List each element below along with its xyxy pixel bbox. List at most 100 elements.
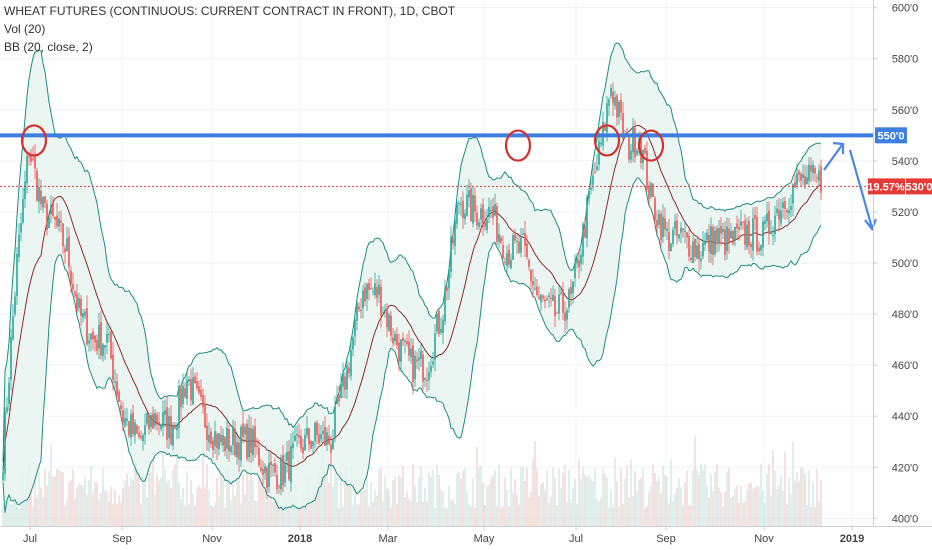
candle-body — [68, 236, 70, 267]
volume-bar — [764, 503, 766, 526]
candle-body — [84, 311, 86, 316]
candle-body — [572, 281, 574, 294]
candle-body — [474, 195, 476, 212]
volume-bar — [734, 489, 736, 526]
volume-bar — [38, 471, 40, 526]
candle-body — [288, 451, 290, 480]
candle-body — [230, 446, 232, 453]
candle-body — [272, 464, 274, 466]
candle-body — [78, 298, 80, 308]
volume-bar — [386, 488, 388, 526]
candle-body — [276, 475, 278, 490]
volume-bar — [304, 496, 306, 526]
chart-title[interactable]: WHEAT FUTURES (CONTINUOUS: CURRENT CONTR… — [4, 4, 456, 18]
price-tick-label: 560'0 — [892, 105, 919, 117]
candle-body — [92, 331, 94, 340]
volume-bar — [640, 477, 642, 526]
candle-body — [442, 319, 444, 333]
candle-body — [240, 426, 242, 461]
candle-body — [636, 150, 638, 155]
candle-body — [54, 216, 56, 220]
candle-body — [212, 440, 214, 450]
candle-body — [532, 280, 534, 286]
volume-bar — [112, 503, 114, 526]
volume-bar — [56, 469, 58, 526]
volume-bar — [726, 472, 728, 526]
candle-body — [526, 243, 528, 258]
volume-bar — [410, 501, 412, 526]
volume-bar — [72, 469, 74, 526]
candle-body — [604, 124, 606, 131]
candle-body — [164, 410, 166, 415]
volume-bar — [420, 465, 422, 526]
volume-bar — [102, 468, 104, 526]
volume-bar — [786, 504, 788, 526]
volume-bar — [744, 501, 746, 526]
volume-bar — [208, 489, 210, 526]
candle-body — [652, 183, 654, 197]
volume-bar — [512, 492, 514, 526]
price-tick-label: 520'0 — [892, 207, 919, 219]
volume-bar — [636, 491, 638, 526]
time-tick-label: Sep — [656, 533, 676, 545]
price-tick-label: 400'0 — [892, 513, 919, 525]
volume-bar — [754, 487, 756, 526]
volume-bar — [808, 470, 810, 526]
volume-bar — [176, 444, 178, 526]
volume-bar — [398, 475, 400, 526]
volume-bar — [70, 479, 72, 526]
volume-bar — [200, 488, 202, 526]
volume-bar — [548, 502, 550, 526]
candle-body — [30, 156, 32, 162]
candle-body — [202, 395, 204, 407]
volume-bar — [44, 468, 46, 526]
candle-body — [364, 287, 366, 302]
volume-bars — [2, 435, 822, 526]
candle-body — [634, 127, 636, 158]
volume-bar — [404, 497, 406, 526]
volume-bar — [536, 468, 538, 526]
volume-bar — [380, 468, 382, 526]
volume-bar — [66, 499, 68, 526]
candle-body — [734, 226, 736, 241]
time-tick-label: Sep — [112, 533, 132, 545]
candle-body — [376, 286, 378, 298]
volume-bar — [724, 492, 726, 526]
volume-bar — [792, 441, 794, 526]
candle-body — [630, 150, 632, 160]
candle-body — [322, 430, 324, 434]
candle-body — [88, 340, 90, 344]
candle-body — [112, 354, 114, 381]
volume-bar — [732, 496, 734, 526]
volume-bar — [274, 485, 276, 526]
candle-body — [386, 309, 388, 328]
candle-body — [318, 434, 320, 444]
bollinger-indicator-label[interactable]: BB (20, close, 2) — [4, 40, 93, 54]
volume-indicator-label[interactable]: Vol (20) — [4, 22, 46, 36]
volume-bar — [552, 466, 554, 526]
volume-bar — [624, 479, 626, 526]
candle-body — [582, 223, 584, 257]
candle-body — [750, 244, 752, 248]
volume-bar — [74, 498, 76, 526]
volume-bar — [52, 476, 54, 526]
candle-body — [504, 262, 506, 264]
candle-body — [158, 421, 160, 426]
volume-bar — [302, 491, 304, 526]
volume-bar — [124, 480, 126, 526]
price-tick-label: 540'0 — [892, 156, 919, 168]
volume-bar — [220, 473, 222, 526]
volume-bar — [6, 483, 8, 526]
volume-bar — [748, 483, 750, 526]
candle-body — [8, 382, 10, 405]
candle-body — [32, 158, 34, 160]
candle-body — [488, 206, 490, 218]
candle-body — [290, 445, 292, 483]
candle-body — [192, 377, 194, 405]
volume-bar — [476, 446, 478, 526]
candle-body — [770, 232, 772, 234]
candle-body — [776, 208, 778, 213]
candle-body — [794, 182, 796, 188]
volume-bar — [770, 496, 772, 526]
volume-bar — [678, 478, 680, 526]
